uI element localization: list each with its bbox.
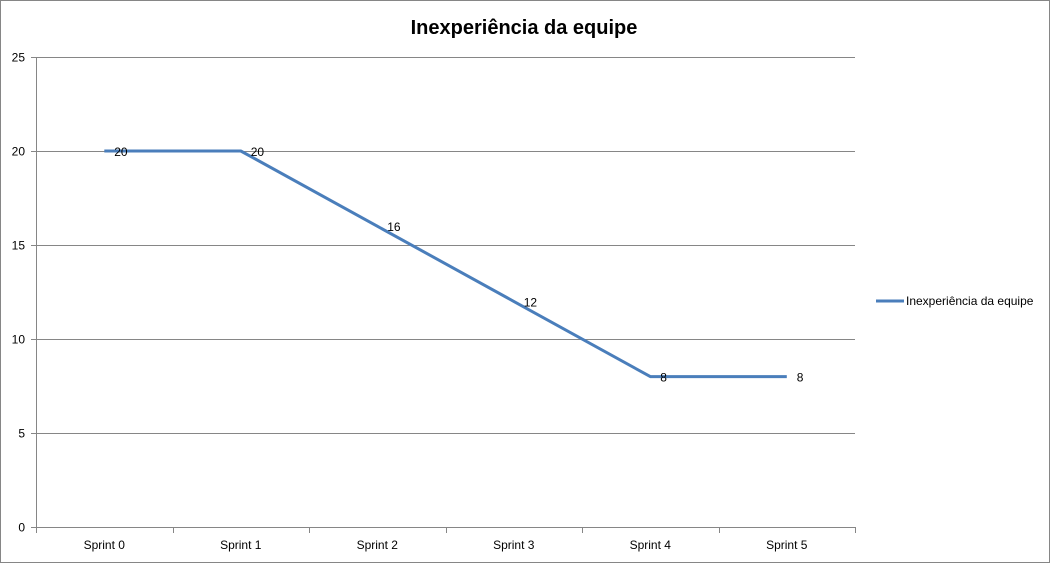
data-label-0-1: 20 [251,145,265,159]
y-tick-label-0: 0 [18,521,25,535]
data-label-0-2: 16 [387,220,401,234]
x-tick-label-0: Sprint 0 [84,538,126,552]
data-labels: 20 20 16 12 8 8 [114,145,804,385]
axes: 0 5 10 15 20 25 Sprint 0 Sprint 1 Sprint 2 Sprint… [12,51,856,552]
chart-title: Inexperiência da equipe [411,17,638,39]
series-line-0 [104,149,787,379]
y-tick-label-2: 10 [12,333,26,347]
legend: Inexperiência da equipe [876,294,1034,308]
gridlines [36,57,855,434]
x-tick-label-1: Sprint 1 [220,538,262,552]
x-tick-label-4: Sprint 4 [630,538,672,552]
legend-label-0: Inexperiência da equipe [906,294,1034,308]
y-tick-label-4: 20 [12,145,26,159]
data-label-0-5: 8 [797,371,804,385]
x-tick-label-2: Sprint 2 [357,538,399,552]
data-label-0-3: 12 [524,295,538,309]
data-label-0-4: 8 [660,371,667,385]
y-tick-label-3: 15 [12,239,26,253]
series-lines [104,149,787,379]
x-tick-label-3: Sprint 3 [493,538,535,552]
y-tick-label-1: 5 [18,427,25,441]
x-tick-label-5: Sprint 5 [766,538,808,552]
y-tick-label-5: 25 [12,51,26,65]
data-label-0-0: 20 [114,145,128,159]
